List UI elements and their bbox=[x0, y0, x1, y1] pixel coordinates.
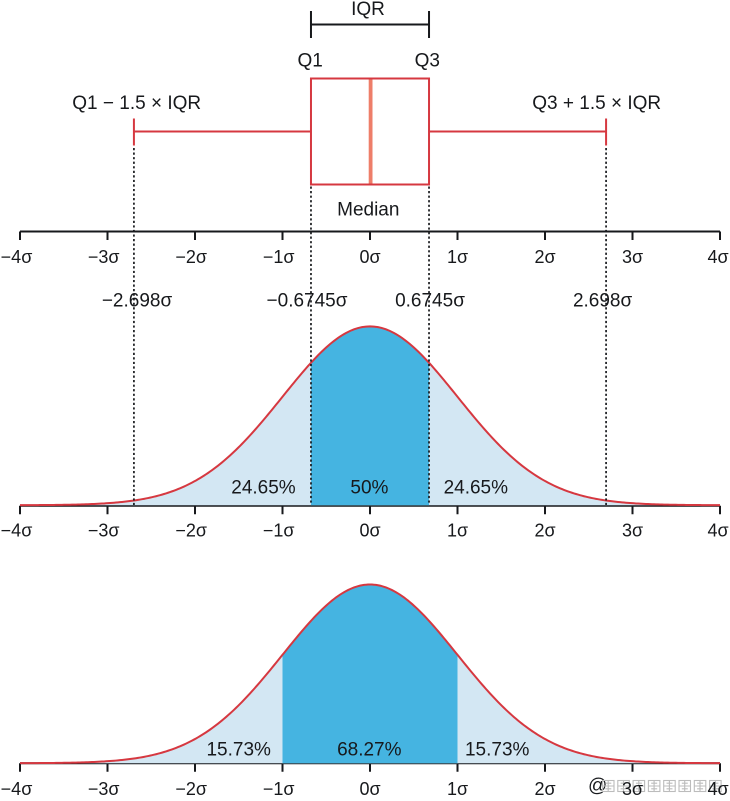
svg-text:15.73%: 15.73% bbox=[206, 740, 271, 761]
svg-text:0σ: 0σ bbox=[359, 247, 380, 267]
svg-text:−3σ: −3σ bbox=[88, 247, 120, 267]
svg-text:−0.6745σ: −0.6745σ bbox=[267, 291, 348, 312]
svg-text:Q1 − 1.5 × IQR: Q1 − 1.5 × IQR bbox=[72, 93, 201, 114]
svg-text:−1σ: −1σ bbox=[263, 521, 295, 541]
svg-text:3σ: 3σ bbox=[622, 247, 643, 267]
svg-text:Q3 + 1.5 × IQR: Q3 + 1.5 × IQR bbox=[532, 93, 661, 114]
svg-text:−2.698σ: −2.698σ bbox=[102, 291, 173, 312]
svg-text:Q1: Q1 bbox=[298, 51, 323, 72]
svg-text:1σ: 1σ bbox=[447, 521, 468, 541]
svg-text:1σ: 1σ bbox=[447, 779, 468, 799]
svg-text:−4σ: −4σ bbox=[1, 247, 33, 267]
svg-text:0σ: 0σ bbox=[359, 779, 380, 799]
svg-text:−2σ: −2σ bbox=[175, 779, 207, 799]
svg-text:IQR: IQR bbox=[351, 0, 385, 20]
svg-text:15.73%: 15.73% bbox=[465, 740, 530, 761]
svg-text:4σ: 4σ bbox=[707, 521, 728, 541]
svg-text:2σ: 2σ bbox=[534, 779, 555, 799]
svg-text:24.65%: 24.65% bbox=[231, 478, 296, 499]
svg-text:−2σ: −2σ bbox=[175, 521, 207, 541]
svg-text:4σ: 4σ bbox=[707, 779, 728, 799]
svg-text:2σ: 2σ bbox=[534, 247, 555, 267]
svg-text:−4σ: −4σ bbox=[1, 521, 33, 541]
svg-text:0.6745σ: 0.6745σ bbox=[395, 291, 465, 312]
svg-text:−2σ: −2σ bbox=[175, 247, 207, 267]
svg-text:Q3: Q3 bbox=[415, 51, 440, 72]
svg-text:68.27%: 68.27% bbox=[337, 740, 402, 761]
svg-text:3σ: 3σ bbox=[622, 521, 643, 541]
svg-text:−4σ: −4σ bbox=[1, 779, 33, 799]
svg-text:4σ: 4σ bbox=[707, 247, 728, 267]
svg-text:−1σ: −1σ bbox=[263, 779, 295, 799]
svg-text:50%: 50% bbox=[350, 478, 388, 499]
svg-text:0σ: 0σ bbox=[359, 521, 380, 541]
svg-text:3σ: 3σ bbox=[622, 779, 643, 799]
svg-text:2.698σ: 2.698σ bbox=[573, 291, 633, 312]
svg-text:1σ: 1σ bbox=[447, 247, 468, 267]
svg-text:−1σ: −1σ bbox=[263, 247, 295, 267]
svg-text:−3σ: −3σ bbox=[88, 521, 120, 541]
svg-text:Median: Median bbox=[337, 200, 399, 221]
svg-text:2σ: 2σ bbox=[534, 521, 555, 541]
svg-text:24.65%: 24.65% bbox=[444, 478, 509, 499]
svg-text:−3σ: −3σ bbox=[88, 779, 120, 799]
